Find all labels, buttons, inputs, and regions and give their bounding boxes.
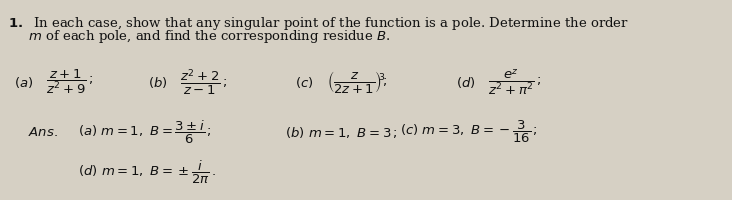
Text: $(c)$: $(c)$ (295, 74, 313, 90)
Text: $Ans.$: $Ans.$ (28, 126, 58, 138)
Text: $(d)$: $(d)$ (456, 74, 476, 90)
Text: $\left(\dfrac{z}{2z+1}\right)^{\!\!3}\!;$: $\left(\dfrac{z}{2z+1}\right)^{\!\!3}\!;… (327, 69, 387, 95)
Text: $(d)\ m=1,\ B=\pm\dfrac{i}{2\pi}\,.$: $(d)\ m=1,\ B=\pm\dfrac{i}{2\pi}\,.$ (78, 158, 217, 186)
Text: $(a)$: $(a)$ (14, 74, 33, 90)
Text: $\dfrac{z+1}{z^2+9}\,;$: $\dfrac{z+1}{z^2+9}\,;$ (46, 68, 93, 96)
Text: $(a)\ m=1,\ B = \dfrac{3\pm i}{6}\,;$: $(a)\ m=1,\ B = \dfrac{3\pm i}{6}\,;$ (78, 118, 212, 146)
Text: $\mathbf{1.}$  In each case, show that any singular point of the function is a p: $\mathbf{1.}$ In each case, show that an… (8, 15, 629, 32)
Text: $\dfrac{e^z}{z^2+\pi^2}\,;$: $\dfrac{e^z}{z^2+\pi^2}\,;$ (488, 67, 542, 97)
Text: $(b)$: $(b)$ (148, 74, 168, 90)
Text: $\dfrac{z^2+2}{z-1}\,;$: $\dfrac{z^2+2}{z-1}\,;$ (180, 67, 227, 97)
Text: $(b)\ m=1,\ B=3\,;$: $(b)\ m=1,\ B=3\,;$ (285, 124, 397, 140)
Text: $(c)\ m=3,\ B=-\dfrac{3}{16}\,;$: $(c)\ m=3,\ B=-\dfrac{3}{16}\,;$ (400, 119, 538, 145)
Text: $m$ of each pole, and find the corresponding residue $B$.: $m$ of each pole, and find the correspon… (28, 28, 390, 45)
